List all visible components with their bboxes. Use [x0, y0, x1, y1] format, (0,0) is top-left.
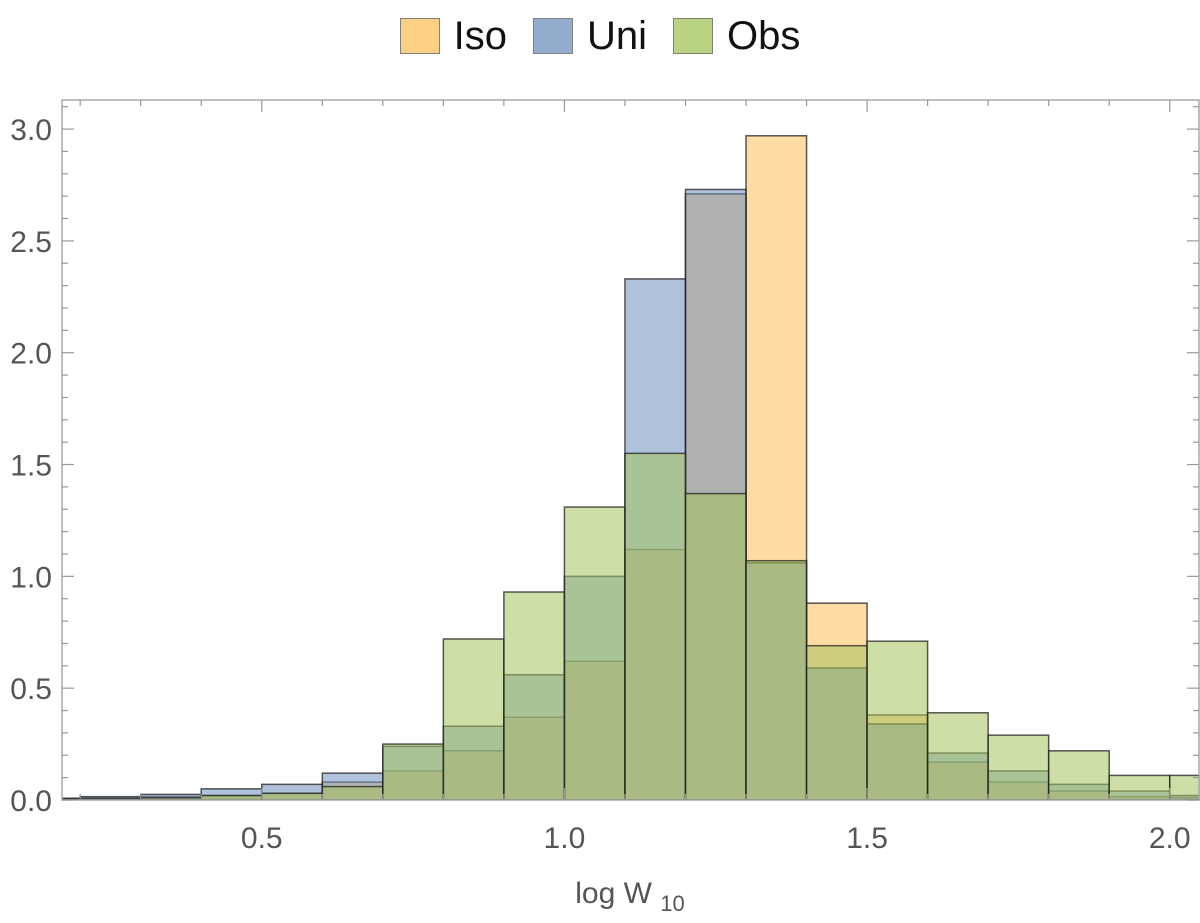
legend-item-iso: Iso — [399, 13, 507, 59]
bar-obs-4 — [261, 792, 324, 800]
legend-item-uni: Uni — [532, 13, 648, 59]
x-tick-label: 0.5 — [241, 822, 283, 855]
legend-swatch — [532, 18, 573, 54]
y-tick-label: 0.5 — [10, 673, 52, 706]
bar-obs-18 — [1108, 774, 1171, 800]
y-tick-label: 1.0 — [10, 561, 52, 594]
legend: Iso Uni Obs — [0, 12, 1200, 60]
bar-obs-8 — [503, 591, 566, 800]
ticks-layer: 0.5 1.0 1.5 2.0 0.0 0.5 1.0 1.5 2.0 2.5 3.0 — [10, 100, 1199, 855]
legend-label: Uni — [586, 13, 648, 58]
x-tick-label: 2.0 — [1149, 822, 1191, 855]
legend-item-obs: Obs — [673, 14, 800, 59]
y-tick-label: 0.0 — [10, 785, 52, 818]
bar-obs-14 — [866, 640, 929, 800]
bars-layer — [62, 135, 1200, 800]
bar-obs-17 — [1047, 750, 1110, 800]
x-tick-label: 1.5 — [846, 822, 888, 855]
y-tick-label: 2.0 — [10, 338, 52, 371]
bar-obs-19 — [1168, 774, 1200, 800]
x-axis-label: log W 10 — [575, 877, 685, 916]
bar-obs-12 — [745, 559, 808, 800]
bar-obs-9 — [563, 506, 626, 800]
x-axis-label-subscript: 10 — [660, 891, 684, 916]
y-tick-label: 2.5 — [10, 226, 52, 259]
legend-swatch — [399, 18, 440, 54]
plot-frame — [61, 99, 1200, 801]
bar-obs-7 — [442, 638, 505, 800]
bar-obs-16 — [987, 734, 1050, 800]
bar-obs-13 — [805, 644, 868, 800]
y-tick-label: 1.5 — [10, 450, 52, 483]
bar-obs-5 — [321, 785, 384, 800]
legend-label: Obs — [727, 13, 801, 58]
y-tick-label: 3.0 — [10, 114, 52, 147]
legend-swatch — [673, 18, 714, 54]
bar-obs-10 — [624, 452, 687, 800]
x-tick-label: 1.0 — [544, 822, 586, 855]
x-axis-label-main: log W — [575, 877, 660, 910]
bar-obs-15 — [926, 712, 989, 800]
bar-obs-11 — [684, 492, 747, 800]
bar-obs-6 — [382, 743, 445, 800]
legend-label: Iso — [453, 13, 507, 58]
